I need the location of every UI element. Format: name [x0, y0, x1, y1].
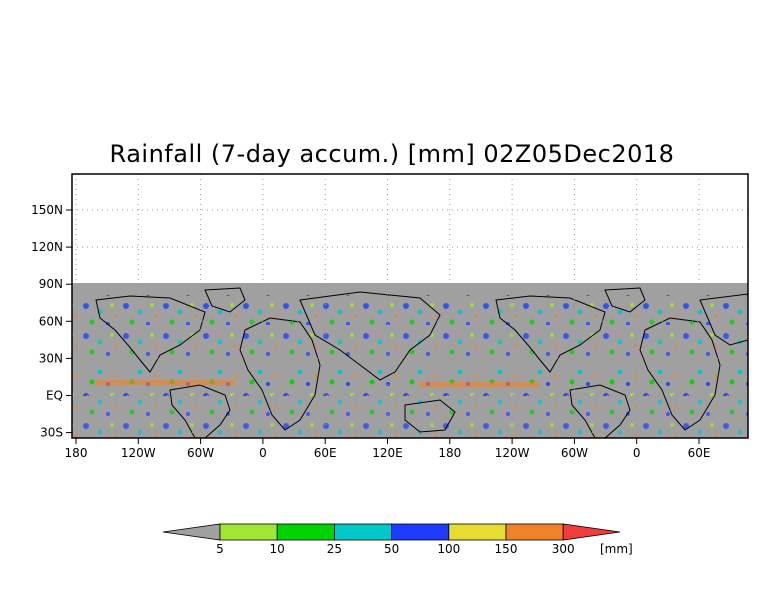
- y-tick-label: 30N: [39, 351, 63, 365]
- colorbar-under-arrow: [162, 523, 221, 541]
- coastlines: [95, 287, 748, 438]
- x-tick-label: 60E: [688, 446, 711, 460]
- x-tick-label: 60W: [561, 446, 588, 460]
- colorbar-label: 100: [437, 542, 460, 556]
- x-tick-label: 180: [438, 446, 461, 460]
- y-tick-label: 60N: [39, 314, 63, 328]
- colorbar-bin: [391, 523, 450, 541]
- colorbar-label: 10: [270, 542, 285, 556]
- colorbar-bin: [448, 523, 507, 541]
- y-tick-label: EQ: [46, 389, 63, 403]
- x-tick-label: 120W: [495, 446, 530, 460]
- y-tick-label: 30S: [40, 426, 63, 440]
- map-frame: [71, 173, 749, 439]
- colorbar-unit: [mm]: [600, 542, 633, 556]
- colorbar-bin: [333, 523, 392, 541]
- y-tick-label: 90N: [39, 277, 63, 291]
- colorbar-label: 300: [552, 542, 575, 556]
- x-tick-label: 180: [65, 446, 88, 460]
- y-tick-label: 150N: [31, 203, 63, 217]
- colorbar-bin: [505, 523, 564, 541]
- x-tick-label: 120E: [372, 446, 403, 460]
- x-tick-label: 120W: [121, 446, 156, 460]
- x-tick-label: 60E: [314, 446, 337, 460]
- colorbar: [162, 523, 621, 541]
- x-tick-label: 0: [259, 446, 267, 460]
- y-tick-label: 120N: [31, 240, 63, 254]
- chart-title: Rainfall (7-day accum.) [mm] 02Z05Dec201…: [109, 140, 675, 168]
- colorbar-label: 150: [495, 542, 518, 556]
- colorbar-label: 50: [384, 542, 399, 556]
- x-tick-label: 60W: [187, 446, 214, 460]
- x-tick-label: 0: [633, 446, 641, 460]
- colorbar-bin: [276, 523, 335, 541]
- rainfall-field: [72, 295, 748, 438]
- grid-lines: [72, 174, 748, 438]
- colorbar-label: 25: [327, 542, 342, 556]
- colorbar-label: 5: [216, 542, 224, 556]
- colorbar-over-arrow: [562, 523, 621, 541]
- colorbar-bin: [219, 523, 278, 541]
